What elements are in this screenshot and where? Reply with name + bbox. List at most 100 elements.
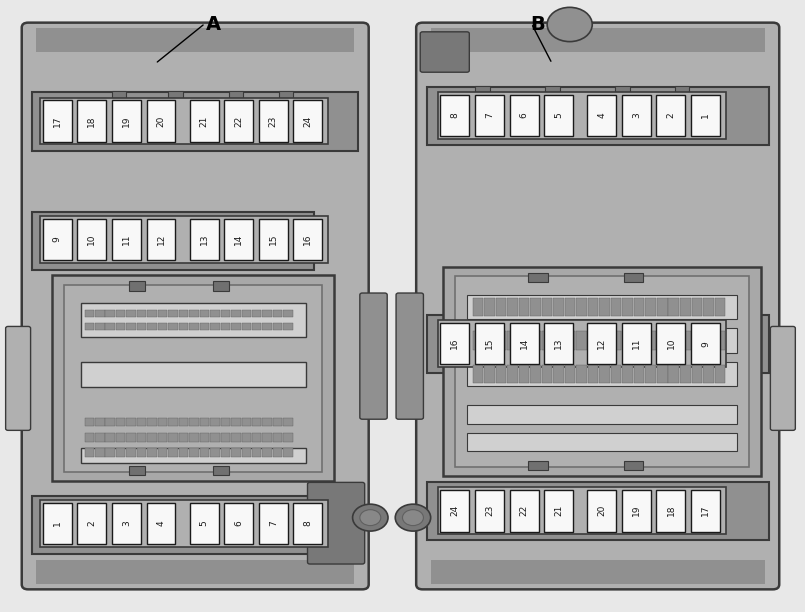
Bar	[622, 331, 633, 349]
Bar	[126, 433, 136, 442]
Bar	[231, 433, 241, 442]
Bar	[147, 100, 175, 142]
Text: 16: 16	[303, 234, 312, 245]
Bar	[231, 449, 241, 457]
Bar	[431, 28, 765, 52]
Bar	[440, 94, 469, 136]
Bar	[473, 297, 483, 316]
Bar	[77, 218, 106, 260]
Bar	[529, 273, 548, 282]
Bar	[657, 323, 686, 365]
Bar	[221, 323, 230, 330]
Text: 3: 3	[122, 521, 131, 526]
Bar	[179, 433, 188, 442]
Bar	[158, 418, 167, 427]
Bar	[112, 502, 141, 544]
Bar	[611, 331, 621, 349]
Bar	[200, 418, 209, 427]
Bar	[40, 98, 328, 144]
Bar	[200, 310, 209, 317]
Bar	[259, 218, 288, 260]
Bar	[262, 449, 272, 457]
Bar	[200, 449, 209, 457]
Bar	[210, 323, 220, 330]
Text: 3: 3	[632, 113, 641, 118]
Bar	[440, 323, 469, 365]
Bar	[85, 310, 94, 317]
Bar	[116, 310, 126, 317]
Bar	[283, 449, 293, 457]
Bar	[431, 560, 765, 584]
Bar	[611, 365, 621, 383]
Bar	[427, 315, 769, 373]
Bar	[484, 331, 494, 349]
FancyBboxPatch shape	[6, 326, 31, 430]
Bar	[657, 490, 686, 532]
Bar	[259, 502, 288, 544]
Bar	[715, 365, 725, 383]
Bar	[147, 218, 175, 260]
Text: 17: 17	[701, 505, 710, 517]
Bar	[95, 323, 105, 330]
Bar	[105, 433, 115, 442]
Bar	[646, 365, 656, 383]
Bar	[703, 331, 713, 349]
Bar	[703, 365, 713, 383]
Bar	[283, 433, 293, 442]
Bar	[565, 297, 576, 316]
Bar	[668, 331, 679, 349]
Bar	[168, 323, 178, 330]
Bar	[224, 100, 253, 142]
Bar	[126, 449, 136, 457]
Bar	[507, 297, 518, 316]
Bar	[137, 310, 147, 317]
Bar	[293, 502, 322, 544]
Bar	[32, 212, 314, 271]
Bar	[105, 323, 115, 330]
Bar	[40, 216, 328, 263]
Bar	[168, 433, 178, 442]
Text: 20: 20	[597, 505, 606, 517]
Text: 1: 1	[52, 521, 62, 526]
Bar	[668, 297, 679, 316]
Bar	[213, 466, 229, 476]
Bar	[221, 310, 230, 317]
Bar	[242, 449, 251, 457]
Bar	[473, 331, 483, 349]
Bar	[147, 323, 157, 330]
Bar	[77, 502, 106, 544]
Bar	[484, 365, 494, 383]
Bar	[147, 418, 157, 427]
Bar	[231, 310, 241, 317]
Bar	[510, 94, 539, 136]
Bar	[126, 418, 136, 427]
Bar	[179, 418, 188, 427]
Text: 2: 2	[667, 113, 675, 118]
Text: 19: 19	[122, 115, 131, 127]
Text: 8: 8	[303, 521, 312, 526]
Bar	[242, 433, 251, 442]
Bar	[588, 297, 598, 316]
Text: B: B	[530, 15, 545, 34]
Text: 6: 6	[234, 521, 243, 526]
Text: 9: 9	[701, 341, 710, 346]
Bar	[126, 323, 136, 330]
Bar	[189, 323, 199, 330]
Bar	[52, 275, 334, 482]
Bar	[242, 323, 251, 330]
Bar	[634, 297, 645, 316]
Circle shape	[395, 504, 431, 531]
Bar	[242, 418, 251, 427]
Bar	[634, 365, 645, 383]
Bar	[588, 331, 598, 349]
Bar	[105, 418, 115, 427]
Bar	[576, 297, 587, 316]
Bar	[168, 91, 183, 99]
Text: 14: 14	[234, 234, 243, 245]
FancyBboxPatch shape	[308, 482, 365, 564]
Bar	[273, 323, 283, 330]
Bar	[691, 365, 702, 383]
Bar	[467, 328, 737, 353]
Bar	[675, 86, 689, 93]
Bar	[262, 433, 272, 442]
